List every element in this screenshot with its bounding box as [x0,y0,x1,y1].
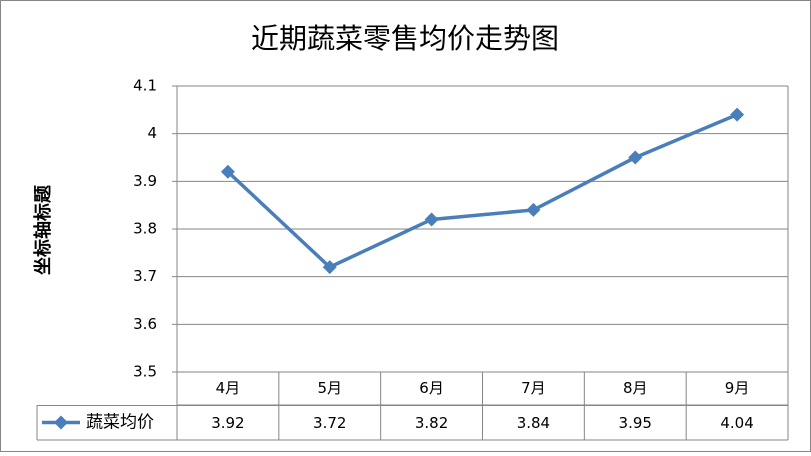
y-tick-label: 3.9 [133,172,157,190]
chart-title: 近期蔬菜零售均价走势图 [251,22,559,55]
marker [730,107,745,122]
x-tick-label: 8月 [623,379,648,397]
legend-label: 蔬菜均价 [86,413,154,433]
y-tick-label: 3.6 [133,315,157,333]
marker [424,212,439,227]
table-value: 3.72 [313,414,346,432]
y-tick-label: 3.7 [133,267,157,285]
x-tick-label: 9月 [725,379,750,397]
y-tick-label: 3.8 [133,220,157,238]
table-value: 4.04 [720,414,753,432]
table-value: 3.84 [517,414,550,432]
table-value: 3.95 [619,414,652,432]
x-tick-label: 7月 [521,379,546,397]
marker [628,150,643,165]
x-tick-label: 6月 [419,379,444,397]
x-tick-label: 5月 [317,379,342,397]
marker [526,202,541,217]
y-tick-label: 4.1 [133,77,157,95]
y-axis-title: 坐标轴标题 [32,184,54,275]
table-value: 3.82 [415,414,448,432]
legend-marker [54,415,68,430]
y-tick-label: 4 [147,124,157,142]
table-value: 3.92 [211,414,244,432]
marker [322,260,337,275]
line [226,112,738,270]
marker [220,164,235,179]
y-tick-label: 3.5 [133,363,157,381]
x-tick-label: 4月 [216,379,241,397]
